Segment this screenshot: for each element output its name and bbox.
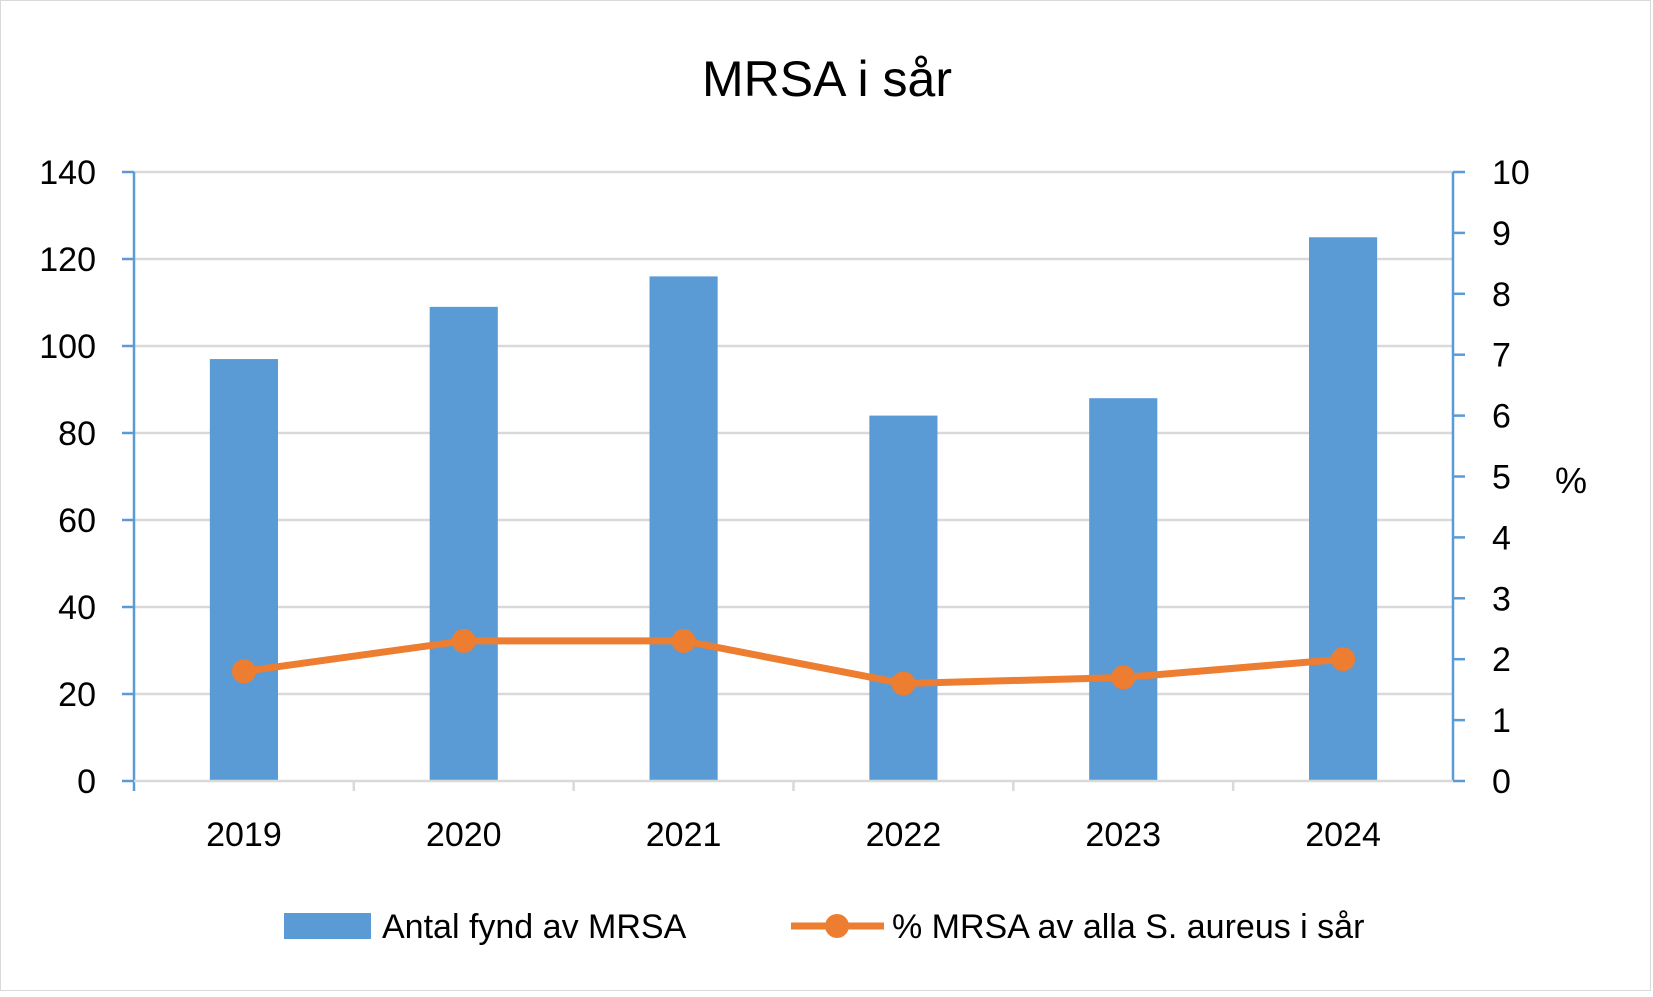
line-point-2021 <box>671 628 696 653</box>
y-right-tick-label: 10 <box>1492 154 1530 192</box>
bar-2024 <box>1309 237 1378 781</box>
legend-label-bar: Antal fynd av MRSA <box>382 908 687 946</box>
y-right-tick-label: 1 <box>1492 702 1511 740</box>
y-right-tick-label: 8 <box>1492 276 1511 314</box>
x-tick-label: 2020 <box>426 816 502 854</box>
bar-2019 <box>209 359 278 781</box>
line-point-2019 <box>231 659 256 684</box>
y-right-tick-label: 3 <box>1492 580 1511 618</box>
chart-title: MRSA i sår <box>702 51 952 107</box>
y-left-tick-label: 100 <box>39 328 96 366</box>
bar-2020 <box>429 306 498 781</box>
x-tick-label: 2023 <box>1085 816 1161 854</box>
line-point-2024 <box>1331 647 1356 672</box>
line-point-2020 <box>451 628 476 653</box>
y-left-tick-label: 20 <box>58 676 96 714</box>
y-left-tick-label: 40 <box>58 589 96 627</box>
y-right-tick-label: 9 <box>1492 215 1511 253</box>
y-left-tick-label: 80 <box>58 415 96 453</box>
line-series <box>243 637 1344 688</box>
y-right-tick-label: 5 <box>1492 459 1511 497</box>
y-right-tick-label: 7 <box>1492 337 1511 375</box>
y-right-tick-label: 4 <box>1492 519 1511 557</box>
x-tick-label: 2024 <box>1305 816 1381 854</box>
legend-swatch-marker <box>825 914 849 938</box>
x-tick-label: 2019 <box>206 816 282 854</box>
y-right-tick-label: 2 <box>1492 641 1511 679</box>
x-tick-label: 2021 <box>646 816 722 854</box>
bar-2022 <box>869 415 938 781</box>
line-point-2023 <box>1111 665 1136 690</box>
x-tick-label: 2022 <box>866 816 942 854</box>
y-right-tick-label: 6 <box>1492 398 1511 436</box>
y-left-tick-label: 60 <box>58 502 96 540</box>
bar-2021 <box>649 276 718 781</box>
bar-2023 <box>1089 398 1158 781</box>
y-right-tick-label: 0 <box>1492 763 1511 801</box>
y-left-tick-label: 140 <box>39 154 96 192</box>
y-left-tick-label: 120 <box>39 241 96 279</box>
legend-swatch-bar <box>284 913 371 939</box>
y-axis-right-label: % <box>1555 460 1587 501</box>
line-point-2022 <box>891 671 916 696</box>
y-left-tick-label: 0 <box>77 763 96 801</box>
legend-label-line: % MRSA av alla S. aureus i sår <box>892 908 1364 946</box>
